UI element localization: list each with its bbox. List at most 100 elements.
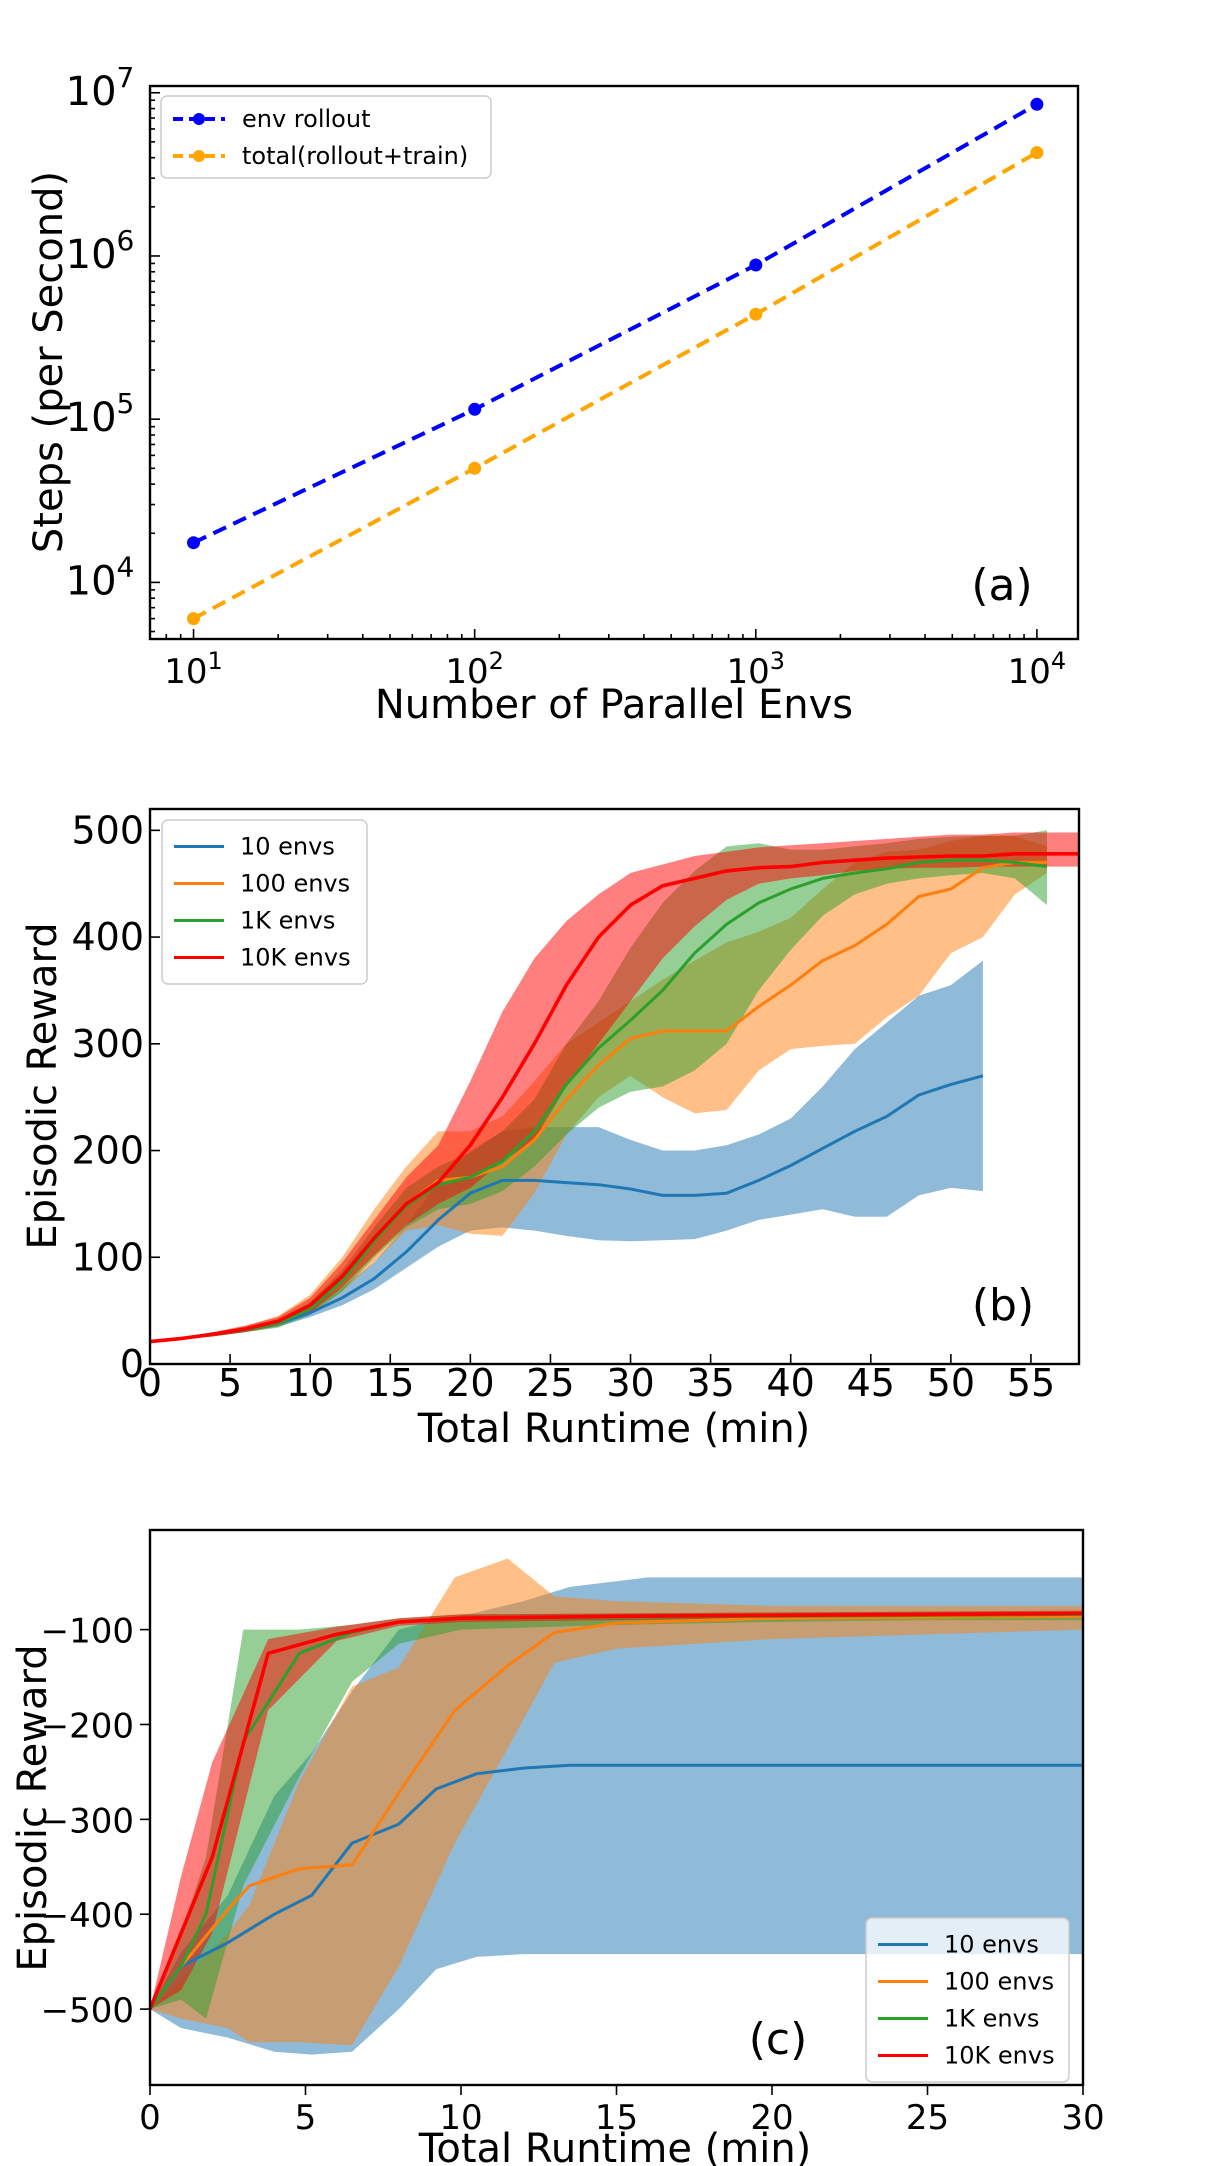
- x-tick-label: 5: [295, 2098, 317, 2138]
- legend-label: 100 envs: [240, 870, 350, 898]
- x-tick-label: 30: [606, 1361, 654, 1405]
- series-line-total: [192, 150, 1038, 621]
- mean-line-10-envs: [148, 1763, 1083, 2010]
- legend-swatch-marker: [193, 150, 205, 162]
- legend-label: 10 envs: [944, 1931, 1039, 1959]
- x-tick-label: 15: [366, 1361, 414, 1405]
- y-tick-label: −500: [41, 1991, 134, 2031]
- x-tick-label: 20: [446, 1361, 494, 1405]
- x-tick-label: 102: [445, 647, 504, 692]
- x-tick-label: 35: [686, 1361, 734, 1405]
- panel-a-plot-marks: [187, 97, 1044, 626]
- x-tick-label: 55: [1007, 1361, 1055, 1405]
- x-tick-label: 25: [526, 1361, 574, 1405]
- x-tick-label: 101: [164, 647, 223, 692]
- panel-a-x-ticks: 101 102 103 104: [149, 629, 1067, 692]
- x-tick-label: 104: [1008, 647, 1067, 692]
- x-tick-label: 0: [138, 1361, 162, 1405]
- panel-a-y-axis-label: Steps (per Second): [26, 171, 72, 553]
- panel-c-plot-marks: [148, 1558, 1084, 2055]
- y-tick-label: −400: [41, 1896, 134, 1936]
- panel-a-legend: env rollout total(rollout+train): [160, 95, 492, 179]
- y-tick-label: 500: [71, 808, 144, 852]
- x-tick-label: 25: [906, 2098, 949, 2138]
- data-point-env-rollout: [1030, 97, 1044, 111]
- data-point-total: [468, 461, 482, 475]
- legend-box: [865, 1917, 1070, 2083]
- panel-c-label: (c): [749, 2014, 808, 2065]
- x-tick-label: 10: [439, 2098, 482, 2138]
- panel-b: 0 5 10 15 20 25 30 35 40 45 50 55 0100200300400500 …: [20, 807, 1081, 1452]
- legend-label: 1K envs: [240, 907, 335, 935]
- panel-b-y-ticks: 0 100 200 300 400 500: [71, 808, 160, 1386]
- legend-label: 10K envs: [240, 944, 351, 972]
- confidence-band-1k-envs: [150, 830, 1047, 1342]
- panel-a-axes-frame: [148, 84, 1080, 641]
- legend-label: 10K envs: [944, 2042, 1055, 2070]
- panel-c-x-ticks: 0 5 10 15 20 25 30: [139, 2085, 1105, 2138]
- mean-line-10k-envs: [148, 1611, 1084, 2010]
- panel-b-label: (b): [972, 1280, 1034, 1331]
- data-point-env-rollout: [749, 258, 763, 272]
- panel-a-label: (a): [971, 560, 1032, 611]
- panel-b-plot-marks: [149, 830, 1079, 1344]
- y-tick-label: 104: [66, 550, 135, 604]
- mean-line-100-envs: [148, 1614, 1084, 2010]
- y-tick-label: 200: [71, 1129, 144, 1173]
- mean-line-1k-envs: [149, 858, 1048, 1344]
- panel-a: 101 102 103 104 104 105 106 107 env rollout tot…: [26, 61, 1080, 728]
- y-tick-label: 400: [71, 915, 144, 959]
- confidence-band-10-envs: [150, 960, 983, 1342]
- mean-line-10k-envs: [149, 851, 1079, 1344]
- x-tick-label: 20: [750, 2098, 793, 2138]
- panel-b-legend: 10 envs 100 envs 1K envs 10K envs: [161, 819, 368, 985]
- x-tick-label: 15: [595, 2098, 638, 2138]
- panel-b-y-axis-label: Episodic Reward: [20, 922, 66, 1249]
- y-tick-label: 106: [66, 224, 135, 278]
- panel-b-x-ticks: 0 5 10 15 20 25 30 35 40 45 50 55: [138, 1354, 1055, 1405]
- panel-c: 0 5 10 15 20 25 30 −500 −400 −300 −200 −100 10 env…: [10, 1528, 1105, 2166]
- x-tick-label: 10: [286, 1361, 334, 1405]
- data-point-env-rollout: [468, 402, 482, 416]
- panel-a-x-axis-label: Number of Parallel Envs: [375, 682, 853, 728]
- x-tick-label: 0: [139, 2098, 161, 2138]
- confidence-band-10k-envs: [150, 832, 1079, 1342]
- y-tick-label: 100: [71, 1235, 144, 1279]
- panel-c-y-ticks: −500 −400 −300 −200 −100: [41, 1612, 150, 2031]
- panel-c-x-axis-label: Total Runtime (min): [418, 2126, 812, 2166]
- x-tick-label: 30: [1061, 2098, 1104, 2138]
- panel-c-legend: 10 envs 100 envs 1K envs 10K envs: [865, 1917, 1070, 2083]
- legend-label: 1K envs: [944, 2005, 1039, 2033]
- data-point-total: [187, 612, 200, 626]
- confidence-band-100-envs: [150, 1558, 1083, 2046]
- legend-label: env rollout: [242, 105, 370, 133]
- x-tick-label: 103: [727, 647, 786, 692]
- legend-box: [160, 95, 492, 179]
- y-tick-label: 300: [71, 1022, 144, 1066]
- x-tick-label: 50: [927, 1361, 975, 1405]
- legend-label: 100 envs: [944, 1968, 1054, 1996]
- panel-c-y-axis-label: Episodic Reward: [10, 1644, 56, 1971]
- confidence-band-1k-envs: [150, 1611, 1083, 2019]
- y-tick-label: −200: [41, 1706, 134, 1746]
- y-tick-label: 105: [66, 387, 135, 441]
- series-line-env-rollout: [192, 102, 1038, 545]
- data-point-total: [1030, 146, 1044, 160]
- y-tick-label: 0: [120, 1342, 144, 1386]
- legend-label: 10 envs: [240, 833, 335, 861]
- legend-swatch-marker: [193, 113, 205, 125]
- data-point-total: [749, 307, 763, 321]
- x-tick-label: 5: [218, 1361, 242, 1405]
- x-tick-label: 45: [847, 1361, 895, 1405]
- y-tick-label: −100: [41, 1612, 134, 1652]
- x-tick-label: 40: [767, 1361, 815, 1405]
- data-point-env-rollout: [187, 536, 200, 550]
- panel-b-axes-frame: [148, 807, 1081, 1366]
- y-tick-label: −300: [41, 1801, 134, 1841]
- panel-b-x-axis-label: Total Runtime (min): [417, 1406, 811, 1452]
- legend-label: total(rollout+train): [242, 142, 468, 170]
- y-tick-label: 107: [66, 61, 135, 115]
- legend-box: [161, 819, 368, 985]
- panel-a-y-ticks: 104 105 106 107: [66, 61, 160, 633]
